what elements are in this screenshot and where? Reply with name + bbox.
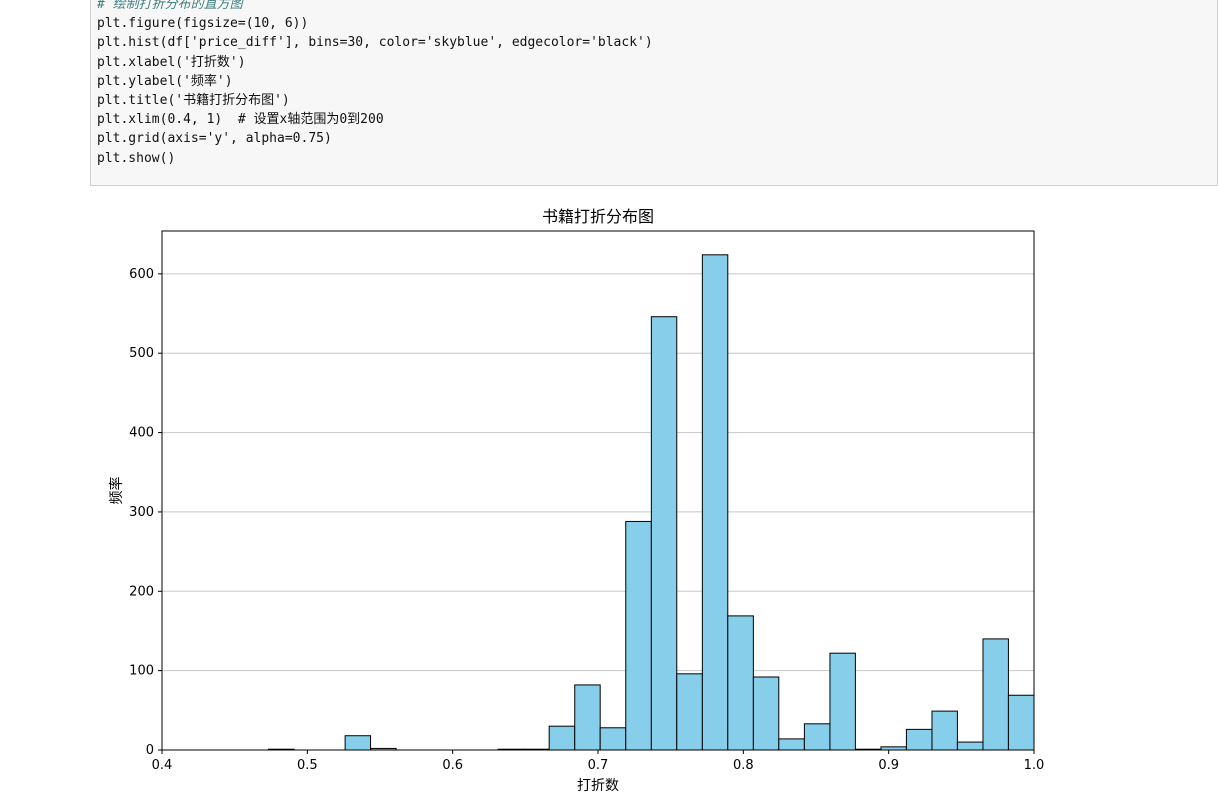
x-tick-label: 0.8 (733, 758, 754, 773)
bar (956, 741, 984, 751)
bar (676, 673, 703, 751)
code-line: plt.show() (97, 150, 176, 166)
bar (829, 652, 856, 751)
y-tick-label: 0 (146, 743, 154, 758)
y-tick-label: 400 (129, 426, 154, 441)
code-line: plt.title('书籍打折分布图') (97, 93, 290, 109)
x-tick-label: 0.7 (588, 758, 609, 773)
code-line: plt.ylabel('频率') (97, 73, 233, 89)
bar (1007, 694, 1035, 751)
code: # 绘制打折分布的直方图 plt.figure(figsize=(10, 6)) p… (97, 0, 653, 168)
bar (778, 738, 805, 751)
y-tick-label: 500 (129, 346, 154, 361)
bar (931, 710, 958, 751)
code-line: plt.hist(df['price_diff'], bins=30, colo… (97, 35, 653, 51)
code-line: plt.figure(figsize=(10, 6)) (97, 16, 309, 32)
bar (982, 638, 1009, 751)
y-axis-label: 频率 (108, 477, 125, 505)
bar (344, 735, 372, 751)
bar (574, 684, 601, 751)
x-tick-label: 1.0 (1024, 758, 1045, 773)
y-tick-label: 100 (129, 664, 154, 679)
bar (625, 520, 652, 751)
bar (727, 615, 754, 751)
x-tick-label: 0.5 (297, 758, 318, 773)
bar (599, 727, 627, 751)
plot-frame (161, 230, 1035, 751)
code-line: plt.xlim(0.4, 1) # 设置x轴范围为0到200 (97, 112, 384, 128)
y-tick-label: 300 (129, 505, 154, 520)
chart-title: 书籍打折分布图 (542, 207, 654, 226)
code-line: plt.grid(axis='y', alpha=0.75) (97, 131, 332, 147)
y-tick-label: 200 (129, 584, 154, 599)
bar (701, 254, 729, 751)
bar (905, 728, 933, 751)
x-tick-label: 0.6 (442, 758, 463, 773)
x-tick-label: 0.4 (152, 758, 173, 773)
code-cell[interactable]: # 绘制打折分布的直方图 plt.figure(figsize=(10, 6)) p… (90, 0, 1218, 186)
chart: 0 100 200 300 400 500 600 0.4 0.5 0.6 0.7 0.8 0.9 1.0… (108, 207, 1045, 794)
code-line: # 绘制打折分布的直方图 (97, 0, 243, 12)
bar (650, 316, 678, 751)
bar (803, 723, 831, 751)
bar (548, 725, 576, 751)
bar (752, 676, 780, 751)
y-tick-label: 600 (129, 267, 154, 282)
x-tick-label: 0.9 (878, 758, 899, 773)
code-line: plt.xlabel('打折数') (97, 54, 246, 70)
x-axis-label: 打折数 (577, 777, 619, 794)
